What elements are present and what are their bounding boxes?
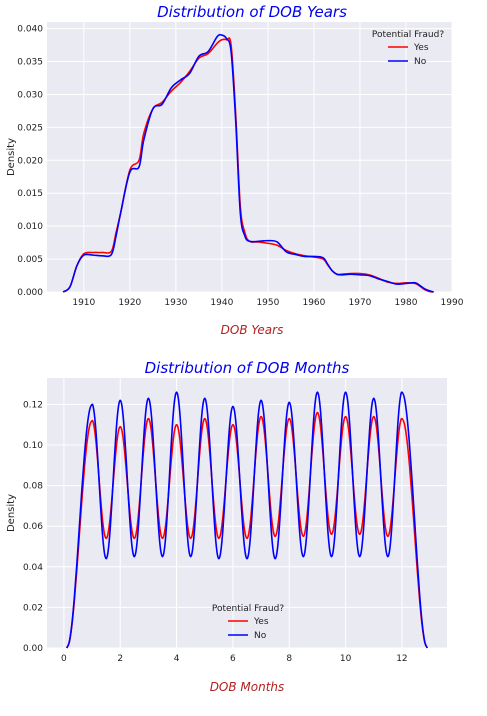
chart-2-legend: Potential Fraud? Yes No: [212, 604, 284, 641]
chart-1-x-tick-label: 1910: [72, 298, 95, 308]
chart-1-x-tick-label: 1920: [118, 298, 141, 308]
chart-1-legend-title: Potential Fraud?: [372, 30, 444, 40]
chart-2-x-tick-label: 8: [286, 654, 292, 664]
chart-2-series-yes-line: [65, 411, 429, 649]
chart-1-y-tick-label: 0.005: [17, 255, 43, 265]
chart-1-plot-area: [47, 22, 452, 292]
chart-1-y-tick-label: 0.000: [17, 288, 43, 298]
chart-2-y-tick-label: 0.06: [23, 522, 43, 532]
chart-1-y-tick-label: 0.010: [17, 222, 43, 232]
chart-1-x-tick-label: 1990: [441, 298, 464, 308]
chart-2-series-no-line: [65, 391, 429, 649]
chart-1-legend: Potential Fraud? Yes No: [372, 30, 444, 67]
chart-2-y-axis-label: Density: [6, 494, 17, 532]
chart-2-x-tick-label: 0: [61, 654, 67, 664]
chart-1-y-tick-label: 0.015: [17, 189, 43, 199]
chart-2-title: Distribution of DOB Months: [145, 359, 350, 377]
chart-1: 0.000 0.005 0.010 0.015 0.020 0.025 0.030 0.035…: [6, 3, 464, 337]
chart-2-y-tick-label: 0.02: [23, 603, 43, 613]
chart-2-x-tick-label: 6: [230, 654, 236, 664]
chart-2-x-tick-label: 2: [117, 654, 123, 664]
chart-1-y-tick-label: 0.030: [17, 90, 43, 100]
chart-2: 0.00 0.02 0.04 0.06 0.08 0.10 0.12 0 2 4 6 8 10 12 D…: [6, 359, 447, 694]
chart-1-x-tick-label: 1950: [256, 298, 279, 308]
chart-1-x-tick-label: 1960: [302, 298, 325, 308]
chart-2-y-tick-label: 0.04: [23, 563, 43, 573]
chart-2-x-tick-label: 12: [396, 654, 407, 664]
chart-1-y-tick-label: 0.035: [17, 58, 43, 68]
chart-1-legend-label-yes: Yes: [413, 43, 429, 53]
chart-1-y-axis-label: Density: [6, 138, 17, 176]
chart-1-y-tick-label: 0.020: [17, 156, 43, 166]
chart-1-x-tick-label: 1930: [164, 298, 187, 308]
chart-1-x-tick-label: 1970: [349, 298, 372, 308]
chart-1-y-ticks: 0.000 0.005 0.010 0.015 0.020 0.025 0.030 0.035…: [17, 25, 43, 298]
chart-2-plot-area: [47, 378, 447, 648]
chart-1-title: Distribution of DOB Years: [157, 3, 347, 21]
chart-2-y-tick-label: 0.10: [23, 441, 43, 451]
chart-1-y-tick-label: 0.040: [17, 25, 43, 35]
chart-2-legend-title: Potential Fraud?: [212, 604, 284, 614]
chart-1-x-ticks: 1910 1920 1930 1940 1950 1960 1970 1980 1990: [72, 298, 463, 308]
chart-2-x-ticks: 0 2 4 6 8 10 12: [61, 654, 408, 664]
chart-2-lines: [65, 391, 429, 649]
chart-2-y-tick-label: 0.00: [23, 644, 43, 654]
chart-2-legend-label-no: No: [254, 631, 267, 641]
chart-1-x-tick-label: 1980: [395, 298, 418, 308]
chart-2-y-tick-label: 0.08: [23, 482, 43, 492]
chart-2-y-ticks: 0.00 0.02 0.04 0.06 0.08 0.10 0.12: [23, 400, 43, 654]
chart-2-x-tick-label: 4: [174, 654, 180, 664]
chart-1-x-axis-label: DOB Years: [221, 323, 284, 337]
chart-1-y-tick-label: 0.025: [17, 123, 43, 133]
chart-2-y-tick-label: 0.12: [23, 400, 43, 410]
chart-1-lines: [62, 33, 434, 293]
chart-2-x-axis-label: DOB Months: [210, 680, 285, 694]
chart-1-series-no-line: [62, 33, 434, 293]
chart-2-legend-label-yes: Yes: [253, 617, 269, 627]
chart-1-x-tick-label: 1940: [210, 298, 233, 308]
chart-2-x-tick-label: 10: [340, 654, 352, 664]
chart-1-legend-label-no: No: [414, 57, 427, 67]
chart-1-grid: [47, 22, 453, 293]
